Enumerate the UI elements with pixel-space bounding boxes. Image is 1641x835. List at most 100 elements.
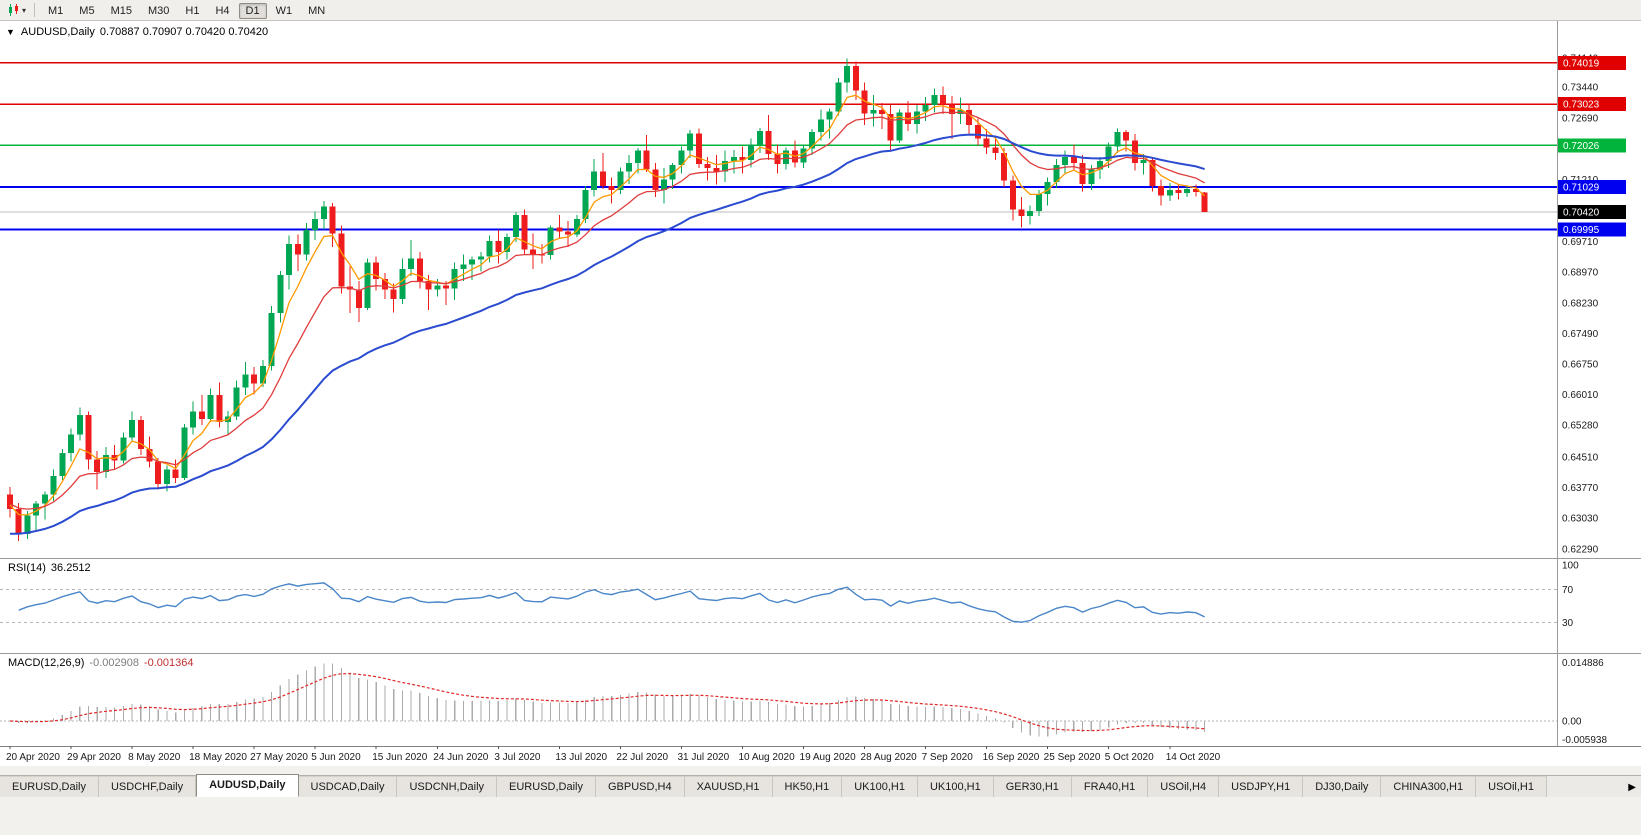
svg-text:0.64510: 0.64510 xyxy=(1562,452,1599,463)
svg-text:30: 30 xyxy=(1562,618,1574,629)
svg-text:0.67490: 0.67490 xyxy=(1562,329,1599,340)
pane-divider[interactable] xyxy=(0,653,1641,654)
svg-text:31 Jul 2020: 31 Jul 2020 xyxy=(677,752,729,763)
macd-indicator-label: MACD(12,26,9) -0.002908 -0.001364 xyxy=(8,657,194,669)
svg-text:-0.005938: -0.005938 xyxy=(1562,735,1607,746)
chevron-down-icon: ▾ xyxy=(22,5,27,15)
svg-text:0.63770: 0.63770 xyxy=(1562,483,1599,494)
timeframe-button-M1[interactable]: M1 xyxy=(48,5,64,17)
chart-tab-usdcnh-daily[interactable]: USDCNH,Daily xyxy=(397,776,498,797)
timeframe-button-D1[interactable]: D1 xyxy=(238,3,267,19)
svg-text:0.66010: 0.66010 xyxy=(1562,390,1599,401)
rsi-pane[interactable]: 100 70 30 xyxy=(0,559,1641,653)
rsi-value: 36.2512 xyxy=(50,562,91,574)
svg-text:100: 100 xyxy=(1562,561,1579,572)
chart-tab-eurusd-daily[interactable]: EURUSD,Daily xyxy=(0,776,99,797)
svg-text:0.71029: 0.71029 xyxy=(1563,182,1600,193)
svg-text:5 Jun 2020: 5 Jun 2020 xyxy=(311,752,361,763)
time-axis[interactable]: 20 Apr 2020 29 Apr 2020 8 May 2020 18 May 2… xyxy=(0,746,1641,766)
svg-text:0.68230: 0.68230 xyxy=(1562,298,1599,309)
svg-text:0.73023: 0.73023 xyxy=(1563,100,1600,111)
svg-text:0.00: 0.00 xyxy=(1562,717,1582,728)
timeframe-buttons: M1 M5 M15 M30 H1 H4 D1 W1 MN xyxy=(40,1,333,19)
svg-text:27 May 2020: 27 May 2020 xyxy=(250,752,308,763)
chart-window: 0.741400.734400.726900.719400.712100.704… xyxy=(0,21,1641,766)
chart-title: ▼ AUDUSD,Daily 0.70887 0.70907 0.70420 0.7… xyxy=(6,26,268,38)
svg-text:0.70420: 0.70420 xyxy=(1563,208,1600,219)
svg-text:70: 70 xyxy=(1562,585,1574,596)
chart-tabs: EURUSD,Daily USDCHF,Daily AUDUSD,Daily USDC… xyxy=(0,774,1610,797)
svg-text:19 Aug 2020: 19 Aug 2020 xyxy=(800,752,857,763)
pane-divider[interactable] xyxy=(0,558,1641,559)
chart-tab-china300-h1[interactable]: CHINA300,H1 xyxy=(1381,776,1477,797)
chart-tab-hk50-h1[interactable]: HK50,H1 xyxy=(772,776,843,797)
chart-tab-usdjpy-h1[interactable]: USDJPY,H1 xyxy=(1219,776,1304,797)
svg-text:13 Jul 2020: 13 Jul 2020 xyxy=(555,752,607,763)
svg-text:15 Jun 2020: 15 Jun 2020 xyxy=(372,752,427,763)
chart-tab-audusd-daily[interactable]: AUDUSD,Daily xyxy=(196,774,299,797)
svg-text:0.014886: 0.014886 xyxy=(1562,658,1604,669)
svg-text:8 May 2020: 8 May 2020 xyxy=(128,752,181,763)
tab-scroll-right-icon[interactable]: ▶ xyxy=(1628,782,1636,793)
svg-text:0.65280: 0.65280 xyxy=(1562,420,1599,431)
macd-name: MACD(12,26,9) xyxy=(8,657,85,669)
timeframe-button-M15[interactable]: M15 xyxy=(110,5,132,17)
toolbar-separator xyxy=(34,3,36,17)
svg-text:24 Jun 2020: 24 Jun 2020 xyxy=(433,752,488,763)
svg-text:14 Oct 2020: 14 Oct 2020 xyxy=(1166,752,1221,763)
chart-symbol-label: AUDUSD,Daily xyxy=(20,26,95,38)
svg-text:25 Sep 2020: 25 Sep 2020 xyxy=(1044,752,1101,763)
chart-type-button[interactable]: ▾ xyxy=(4,4,29,16)
chart-tab-usoil-h1[interactable]: USOil,H1 xyxy=(1476,776,1547,797)
main-price-pane[interactable]: 0.741400.734400.726900.719400.712100.704… xyxy=(0,21,1641,558)
timeframe-button-M30[interactable]: M30 xyxy=(147,5,170,17)
svg-text:29 Apr 2020: 29 Apr 2020 xyxy=(67,752,121,763)
chart-tab-usdcad-daily[interactable]: USDCAD,Daily xyxy=(298,776,398,797)
svg-text:22 Jul 2020: 22 Jul 2020 xyxy=(616,752,668,763)
svg-text:5 Oct 2020: 5 Oct 2020 xyxy=(1105,752,1154,763)
chart-tab-bar: EURUSD,Daily USDCHF,Daily AUDUSD,Daily USDC… xyxy=(0,774,1641,797)
chart-tab-xauusd-h1[interactable]: XAUUSD,H1 xyxy=(684,776,773,797)
chart-ohlc-values: 0.70887 0.70907 0.70420 0.70420 xyxy=(99,26,269,38)
svg-text:0.68970: 0.68970 xyxy=(1562,268,1599,279)
chart-tab-usdchf-daily[interactable]: USDCHF,Daily xyxy=(98,776,197,797)
svg-text:10 Aug 2020: 10 Aug 2020 xyxy=(738,752,795,763)
svg-text:0.69995: 0.69995 xyxy=(1563,225,1600,236)
timeframe-button-W1[interactable]: W1 xyxy=(275,5,293,17)
svg-text:0.73440: 0.73440 xyxy=(1562,82,1599,93)
svg-text:0.69710: 0.69710 xyxy=(1562,237,1599,248)
svg-text:0.72026: 0.72026 xyxy=(1563,141,1600,152)
svg-text:0.62290: 0.62290 xyxy=(1562,544,1599,555)
rsi-indicator-label: RSI(14) 36.2512 xyxy=(8,562,91,574)
svg-text:18 May 2020: 18 May 2020 xyxy=(189,752,247,763)
chart-tab-usoil-h4[interactable]: USOil,H4 xyxy=(1148,776,1220,797)
svg-text:16 Sep 2020: 16 Sep 2020 xyxy=(983,752,1040,763)
svg-text:0.63030: 0.63030 xyxy=(1562,514,1599,525)
chart-tab-ger30-h1[interactable]: GER30,H1 xyxy=(993,776,1072,797)
svg-text:28 Aug 2020: 28 Aug 2020 xyxy=(861,752,918,763)
timeframe-button-H4[interactable]: H4 xyxy=(215,5,230,17)
svg-text:3 Jul 2020: 3 Jul 2020 xyxy=(494,752,541,763)
candlestick-chart-icon xyxy=(9,4,18,16)
chart-menu-icon[interactable]: ▼ xyxy=(6,27,15,37)
timeframe-toolbar: ▾ M1 M5 M15 M30 H1 H4 D1 W1 MN xyxy=(0,0,1641,21)
svg-text:7 Sep 2020: 7 Sep 2020 xyxy=(922,752,974,763)
svg-text:20 Apr 2020: 20 Apr 2020 xyxy=(6,752,60,763)
chart-tab-uk100-h1[interactable]: UK100,H1 xyxy=(842,776,918,797)
macd-main-value: -0.002908 xyxy=(89,657,139,669)
timeframe-button-H1[interactable]: H1 xyxy=(185,5,200,17)
chart-tab-eurusd-daily[interactable]: EURUSD,Daily xyxy=(497,776,596,797)
svg-text:0.66750: 0.66750 xyxy=(1562,360,1599,371)
macd-pane[interactable]: 0.014886 0.00 -0.005938 xyxy=(0,654,1641,746)
timeframe-button-MN[interactable]: MN xyxy=(308,5,326,17)
chart-tab-gbpusd-h4[interactable]: GBPUSD,H4 xyxy=(596,776,685,797)
svg-text:0.72690: 0.72690 xyxy=(1562,113,1599,124)
timeframe-button-M5[interactable]: M5 xyxy=(79,5,95,17)
macd-signal-value: -0.001364 xyxy=(143,657,194,669)
chart-tab-dj30-daily[interactable]: DJ30,Daily xyxy=(1303,776,1382,797)
chart-tab-fra40-h1[interactable]: FRA40,H1 xyxy=(1071,776,1149,797)
rsi-name: RSI(14) xyxy=(8,562,46,574)
svg-text:0.74019: 0.74019 xyxy=(1563,58,1600,69)
chart-tab-uk100-h1[interactable]: UK100,H1 xyxy=(917,776,994,797)
